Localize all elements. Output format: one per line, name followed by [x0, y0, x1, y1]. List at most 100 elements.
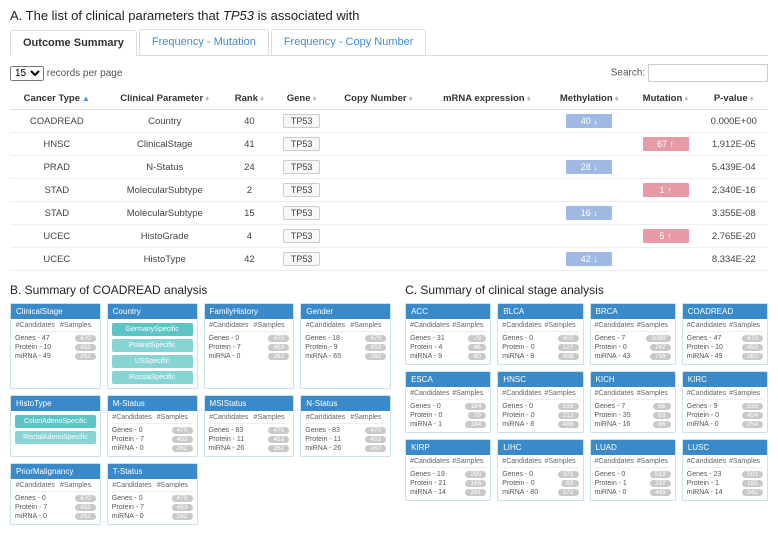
col-copy-number[interactable]: Copy Number♦ — [330, 88, 426, 110]
cell-cancer-type: PRAD — [10, 156, 104, 179]
col-methylation[interactable]: Methylation♦ — [547, 88, 631, 110]
panel-n-status[interactable]: N-Status#Candidates#SamplesGenes - 83470… — [300, 395, 391, 457]
cell-cancer-type: STAD — [10, 179, 104, 202]
tab-outcome-summary[interactable]: Outcome Summary — [10, 30, 137, 56]
panel-msistatus[interactable]: MSIStatus#Candidates#SamplesGenes - 8347… — [204, 395, 295, 457]
panel-kirp[interactable]: KIRP#Candidates#SamplesGenes - 19290Prot… — [405, 439, 491, 501]
panel-clinicalstage[interactable]: ClinicalStage#Candidates#SamplesGenes - … — [10, 303, 101, 389]
panel-blca[interactable]: BLCA#Candidates#SamplesGenes - 0407Prote… — [497, 303, 583, 365]
clinical-stage-panels: ACC#Candidates#SamplesGenes - 3179Protei… — [405, 303, 768, 501]
cell-gene: TP53 — [273, 110, 330, 133]
panel-stat-row: miRNA - 0262 — [112, 512, 193, 521]
panel-stat-row: Genes - 71080 — [595, 334, 671, 343]
panel-head: Gender — [301, 304, 390, 319]
section-c-title: C. Summary of clinical stage analysis — [405, 283, 768, 297]
panel-subhead: #Candidates#Samples — [687, 390, 763, 400]
panel-stat-row: miRNA - 80372 — [502, 488, 578, 497]
cell-rank: 42 — [226, 248, 273, 271]
panel-subhead: #Candidates#Samples — [595, 390, 671, 400]
cell-clinical-parameter: MolecularSubtype — [104, 202, 226, 225]
gene-button[interactable]: TP53 — [283, 252, 321, 266]
cell-rank: 41 — [226, 133, 273, 156]
panel-luad[interactable]: LUAD#Candidates#SamplesGenes - 0513Prote… — [590, 439, 676, 501]
teal-item[interactable]: GermanySpecific — [112, 323, 193, 336]
cell-gene: TP53 — [273, 133, 330, 156]
col-clinical-parameter[interactable]: Clinical Parameter♦ — [104, 88, 226, 110]
panel-lihc[interactable]: LIHC#Candidates#SamplesGenes - 0371Prote… — [497, 439, 583, 501]
panel-gender[interactable]: Gender#Candidates#SamplesGenes - 18470Pr… — [300, 303, 391, 389]
cell-gene: TP53 — [273, 179, 330, 202]
panel-m-status[interactable]: M-Status#Candidates#SamplesGenes - 0470P… — [107, 395, 198, 457]
panel-stat-row: Protein - 10453 — [15, 343, 96, 352]
teal-item[interactable]: RectalAdenoSpecific — [15, 431, 96, 444]
panel-coadread[interactable]: COADREAD#Candidates#SamplesGenes - 47470… — [682, 303, 768, 365]
panel-head: KICH — [591, 372, 675, 387]
panel-stat-row: miRNA - 8408 — [502, 352, 578, 361]
panel-t-status[interactable]: T-Status#Candidates#SamplesGenes - 0470P… — [107, 463, 198, 525]
col-mrna-expression[interactable]: mRNA expression♦ — [427, 88, 548, 110]
teal-item[interactable]: ColonAdenoSpecific — [15, 415, 96, 428]
panel-subhead: #Candidates#Samples — [502, 322, 578, 332]
panel-lusc[interactable]: LUSC#Candidates#SamplesGenes - 23501Prot… — [682, 439, 768, 501]
col-cancer-type[interactable]: Cancer Type▲ — [10, 88, 104, 110]
panel-kirc[interactable]: KIRC#Candidates#SamplesGenes - 9533Prote… — [682, 371, 768, 433]
gene-button[interactable]: TP53 — [283, 183, 321, 197]
panel-esca[interactable]: ESCA#Candidates#SamplesGenes - 0184Prote… — [405, 371, 491, 433]
cell-mutation — [631, 248, 699, 271]
gene-button[interactable]: TP53 — [283, 114, 321, 128]
search-input[interactable] — [648, 64, 768, 82]
panel-head: FamilyHistory — [205, 304, 294, 319]
panel-brca[interactable]: BRCA#Candidates#SamplesGenes - 71080Prot… — [590, 303, 676, 365]
table-row: COADREADCountry40TP5340 ↓0.000E+00 — [10, 110, 768, 133]
cell-rank: 24 — [226, 156, 273, 179]
panel-acc[interactable]: ACC#Candidates#SamplesGenes - 3179Protei… — [405, 303, 491, 365]
col-rank[interactable]: Rank♦ — [226, 88, 273, 110]
cell-mrna — [427, 110, 548, 133]
gene-button[interactable]: TP53 — [283, 206, 321, 220]
panel-stat-row: miRNA - 26262 — [209, 444, 290, 453]
panel-stat-row: miRNA - 49262 — [15, 352, 96, 361]
cell-mrna — [427, 179, 548, 202]
panel-familyhistory[interactable]: FamilyHistory#Candidates#SamplesGenes - … — [204, 303, 295, 389]
panel-hnsc[interactable]: HNSC#Candidates#SamplesGenes - 0519Prote… — [497, 371, 583, 433]
tab-frequency-mutation[interactable]: Frequency - Mutation — [139, 29, 269, 55]
gene-button[interactable]: TP53 — [283, 229, 321, 243]
cell-methylation: 42 ↓ — [547, 248, 631, 271]
cell-clinical-parameter: MolecularSubtype — [104, 179, 226, 202]
panel-country[interactable]: CountryGermanySpecificPolandSpecificUSSp… — [107, 303, 198, 389]
panel-subhead: #Candidates#Samples — [410, 390, 486, 400]
teal-item[interactable]: RussiaSpecific — [112, 371, 193, 384]
cell-gene: TP53 — [273, 202, 330, 225]
table-row: HNSCClinicalStage41TP5367 ↑1.912E-05 — [10, 133, 768, 156]
panel-stat-row: miRNA - 14291 — [410, 488, 486, 497]
panel-stat-row: Protein - 21165 — [410, 479, 486, 488]
col-gene[interactable]: Gene♦ — [273, 88, 330, 110]
records-select[interactable]: 15 — [10, 66, 44, 81]
col-p-value[interactable]: P-value♦ — [700, 88, 768, 110]
panel-head: MSIStatus — [205, 396, 294, 411]
tab-frequency-copy-number[interactable]: Frequency - Copy Number — [271, 29, 427, 55]
teal-item[interactable]: PolandSpecific — [112, 339, 193, 352]
panel-stat-row: Protein - 10453 — [687, 343, 763, 352]
cell-methylation: 28 ↓ — [547, 156, 631, 179]
cell-pvalue: 2.340E-16 — [700, 179, 768, 202]
panel-head: ACC — [406, 304, 490, 319]
outcome-table: Cancer Type▲Clinical Parameter♦Rank♦Gene… — [10, 88, 768, 271]
panel-head: PriorMalignancy — [11, 464, 100, 479]
panel-head: BRCA — [591, 304, 675, 319]
panel-stat-row: miRNA - 0254 — [687, 420, 763, 429]
teal-item[interactable]: USSpecific — [112, 355, 193, 368]
col-mutation[interactable]: Mutation♦ — [631, 88, 699, 110]
panel-head: COADREAD — [683, 304, 767, 319]
panel-priormalignancy[interactable]: PriorMalignancy#Candidates#SamplesGenes … — [10, 463, 101, 525]
panel-subhead: #Candidates#Samples — [305, 322, 386, 332]
cell-pvalue: 3.355E-08 — [700, 202, 768, 225]
panel-stat-row: Protein - 063 — [502, 479, 578, 488]
panel-stat-row: Genes - 83470 — [305, 426, 386, 435]
panel-histotype[interactable]: HistoTypeColonAdenoSpecificRectalAdenoSp… — [10, 395, 101, 457]
cell-cancer-type: HNSC — [10, 133, 104, 156]
gene-button[interactable]: TP53 — [283, 160, 321, 174]
panel-kich[interactable]: KICH#Candidates#SamplesGenes - 766Protei… — [590, 371, 676, 433]
cell-mutation — [631, 202, 699, 225]
gene-button[interactable]: TP53 — [283, 137, 321, 151]
